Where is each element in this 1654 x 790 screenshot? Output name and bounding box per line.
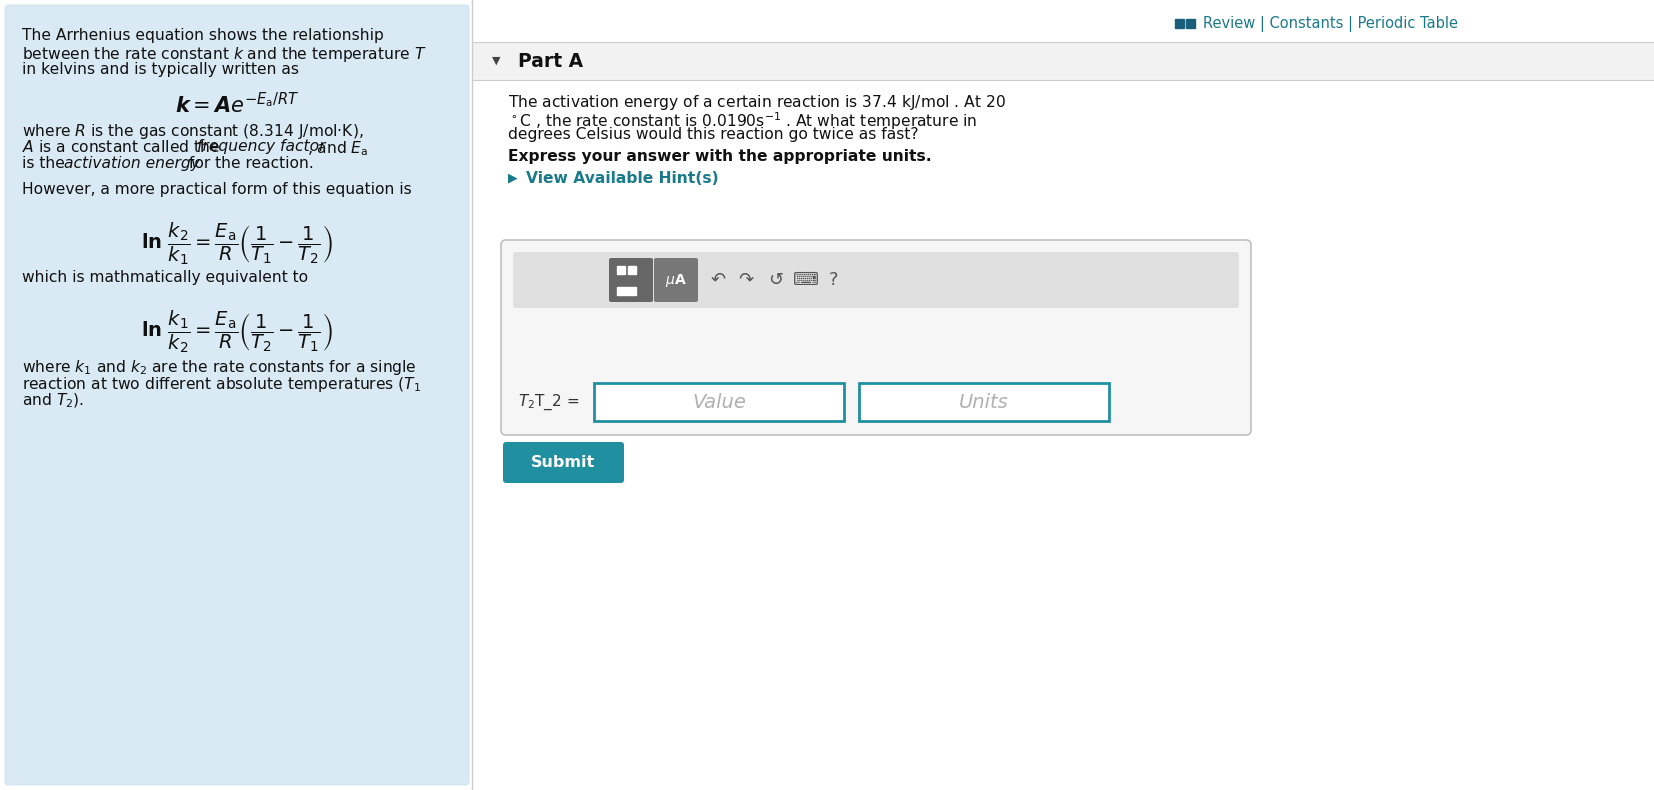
Text: $^\circ$C , the rate constant is 0.0190s$^{-1}$ . At what temperature in: $^\circ$C , the rate constant is 0.0190s… bbox=[508, 110, 978, 132]
Text: for the reaction.: for the reaction. bbox=[184, 156, 314, 171]
Text: ↺: ↺ bbox=[769, 271, 784, 289]
Bar bbox=[1174, 19, 1184, 28]
Text: Units: Units bbox=[959, 393, 1009, 412]
Text: However, a more practical form of this equation is: However, a more practical form of this e… bbox=[22, 182, 412, 197]
Text: $\boldsymbol{k} = \boldsymbol{A}e^{-E_{\mathrm{a}}/RT}$: $\boldsymbol{k} = \boldsymbol{A}e^{-E_{\… bbox=[175, 92, 299, 117]
Text: $T_2\mathrm{T\_2}$ =: $T_2\mathrm{T\_2}$ = bbox=[518, 393, 579, 412]
Text: The Arrhenius equation shows the relationship: The Arrhenius equation shows the relatio… bbox=[22, 28, 384, 43]
FancyBboxPatch shape bbox=[594, 383, 844, 421]
Text: activation energy: activation energy bbox=[65, 156, 200, 171]
Text: Submit: Submit bbox=[531, 455, 595, 470]
Text: and $T_2$).: and $T_2$). bbox=[22, 392, 84, 410]
Text: where $k_1$ and $k_2$ are the rate constants for a single: where $k_1$ and $k_2$ are the rate const… bbox=[22, 358, 417, 377]
Text: $\mathbf{ln}\ \dfrac{k_1}{k_2} = \dfrac{E_{\mathrm{a}}}{R}\left(\dfrac{1}{T_2} -: $\mathbf{ln}\ \dfrac{k_1}{k_2} = \dfrac{… bbox=[141, 308, 332, 355]
Text: between the rate constant $k$ and the temperature $T$: between the rate constant $k$ and the te… bbox=[22, 45, 427, 64]
Text: ↷: ↷ bbox=[738, 271, 754, 289]
FancyBboxPatch shape bbox=[501, 240, 1250, 435]
Text: reaction at two different absolute temperatures ($T_1$: reaction at two different absolute tempe… bbox=[22, 375, 422, 394]
Text: ▼: ▼ bbox=[491, 56, 501, 66]
Text: $\mathbf{ln}\ \dfrac{k_2}{k_1} = \dfrac{E_{\mathrm{a}}}{R}\left(\dfrac{1}{T_1} -: $\mathbf{ln}\ \dfrac{k_2}{k_1} = \dfrac{… bbox=[141, 220, 332, 267]
Text: in kelvins and is typically written as: in kelvins and is typically written as bbox=[22, 62, 299, 77]
Bar bbox=[629, 266, 637, 274]
Text: ?: ? bbox=[829, 271, 839, 289]
Text: which is mathmatically equivalent to: which is mathmatically equivalent to bbox=[22, 270, 308, 285]
FancyBboxPatch shape bbox=[513, 252, 1239, 308]
Text: ⌨: ⌨ bbox=[792, 271, 819, 289]
Text: The activation energy of a certain reaction is 37.4 kJ$/$mol . At 20: The activation energy of a certain react… bbox=[508, 93, 1006, 112]
Text: Value: Value bbox=[691, 393, 746, 412]
Text: Express your answer with the appropriate units.: Express your answer with the appropriate… bbox=[508, 149, 931, 164]
Text: frequency factor: frequency factor bbox=[197, 139, 326, 154]
Text: $A$ is a constant called the: $A$ is a constant called the bbox=[22, 139, 220, 155]
Text: $\mu$A: $\mu$A bbox=[665, 272, 686, 288]
FancyBboxPatch shape bbox=[503, 442, 624, 483]
Text: Part A: Part A bbox=[518, 51, 584, 70]
FancyBboxPatch shape bbox=[609, 258, 653, 302]
Bar bbox=[1186, 19, 1194, 28]
Text: , and $E_{\mathrm{a}}$: , and $E_{\mathrm{a}}$ bbox=[308, 139, 369, 158]
Text: where $R$ is the gas constant (8.314 J/mol$\cdot$K),: where $R$ is the gas constant (8.314 J/m… bbox=[22, 122, 364, 141]
Text: degrees Celsius would this reaction go twice as fast?: degrees Celsius would this reaction go t… bbox=[508, 127, 918, 142]
Text: is the: is the bbox=[22, 156, 69, 171]
FancyBboxPatch shape bbox=[5, 5, 470, 785]
Bar bbox=[617, 287, 637, 295]
FancyBboxPatch shape bbox=[858, 383, 1108, 421]
FancyBboxPatch shape bbox=[653, 258, 698, 302]
Text: ▶: ▶ bbox=[508, 171, 518, 184]
Text: Review | Constants | Periodic Table: Review | Constants | Periodic Table bbox=[1202, 16, 1457, 32]
Bar bbox=[617, 266, 625, 274]
Text: View Available Hint(s): View Available Hint(s) bbox=[526, 171, 719, 186]
Bar bbox=[471, 42, 1654, 80]
Text: ↶: ↶ bbox=[711, 271, 726, 289]
